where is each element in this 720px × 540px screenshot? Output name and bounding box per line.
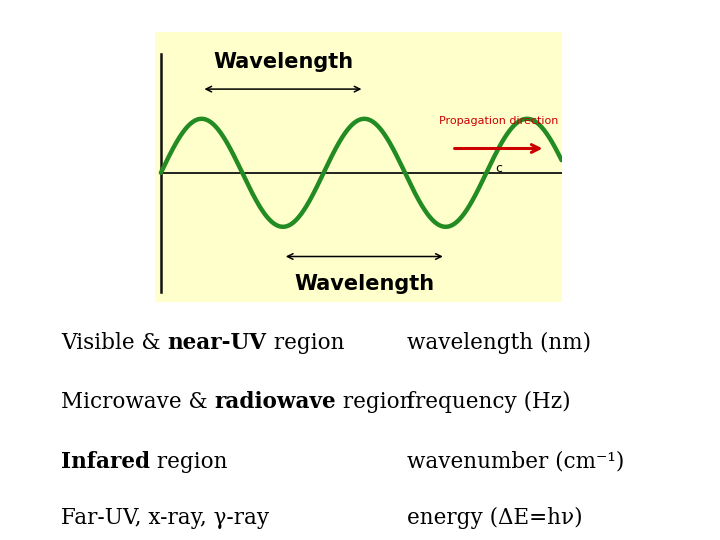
Text: radiowave: radiowave [215, 392, 336, 413]
Text: c: c [495, 162, 502, 175]
Text: Infared: Infared [61, 451, 150, 472]
Text: Far-UV, x-ray, γ-ray: Far-UV, x-ray, γ-ray [61, 508, 269, 529]
Text: Wavelength: Wavelength [294, 273, 434, 294]
Text: energy (ΔE=hν): energy (ΔE=hν) [407, 508, 582, 529]
Text: frequency (Hz): frequency (Hz) [407, 392, 570, 413]
Text: Propagation direction: Propagation direction [439, 116, 558, 126]
Text: Visible &: Visible & [61, 332, 168, 354]
Text: region: region [336, 392, 414, 413]
Text: wavenumber (cm⁻¹): wavenumber (cm⁻¹) [407, 451, 624, 472]
Text: near-UV: near-UV [168, 332, 266, 354]
Text: region: region [150, 451, 228, 472]
Text: Microwave &: Microwave & [61, 392, 215, 413]
Text: region: region [266, 332, 344, 354]
Text: Wavelength: Wavelength [213, 52, 353, 72]
Text: wavelength (nm): wavelength (nm) [407, 332, 591, 354]
